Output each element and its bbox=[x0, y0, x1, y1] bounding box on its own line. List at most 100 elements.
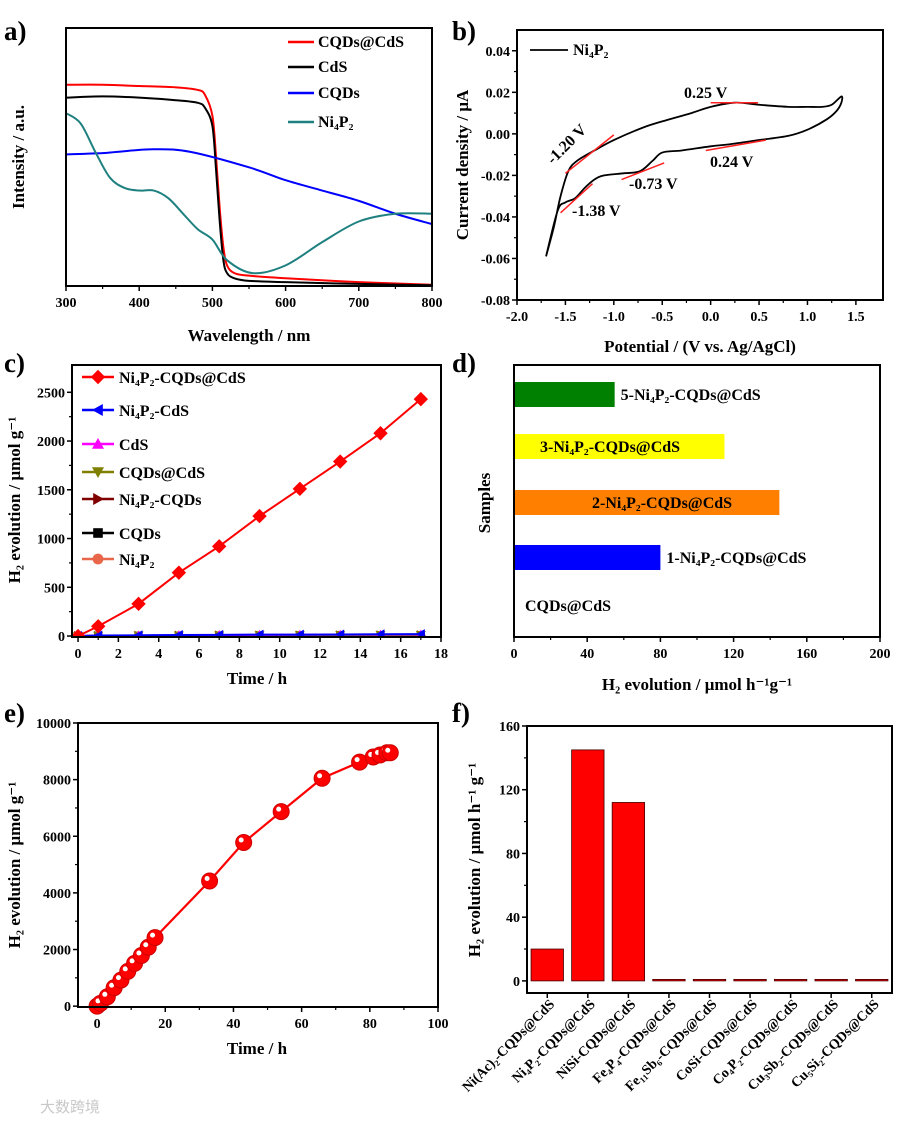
x-tick-label: 100 bbox=[428, 1017, 449, 1032]
x-tick-label: -1.0 bbox=[603, 310, 625, 325]
data-point-highlight bbox=[115, 975, 121, 981]
series-line-3 bbox=[66, 112, 432, 275]
y-tick-label: -0.08 bbox=[481, 294, 510, 309]
data-point-highlight bbox=[150, 932, 156, 938]
bar-label: 1-Ni₄P₂-CQDs@CdS bbox=[666, 550, 806, 567]
x-tick-label: 80 bbox=[653, 647, 667, 662]
data-point-diamond bbox=[413, 391, 429, 407]
x-tick-label: 6 bbox=[196, 647, 203, 662]
x-tick-label: 0.5 bbox=[750, 310, 768, 325]
panel-label-b: b) bbox=[452, 16, 476, 46]
data-point-triangle-left bbox=[93, 630, 103, 637]
y-tick-label: 1000 bbox=[37, 533, 65, 548]
data-point-highlight bbox=[136, 950, 142, 956]
x-tick-label: 60 bbox=[295, 1017, 309, 1032]
y-tick-label: 0.02 bbox=[486, 86, 511, 101]
y-tick-label: 0 bbox=[58, 630, 65, 645]
data-point-triangle-left bbox=[133, 630, 143, 637]
data-point-circle bbox=[92, 553, 104, 565]
y-tick-label: 8000 bbox=[43, 774, 71, 789]
x-tick-label: 800 bbox=[422, 296, 443, 311]
watermark: 大数跨境 bbox=[40, 1098, 100, 1116]
data-point-diamond bbox=[72, 628, 86, 637]
data-point-square bbox=[93, 528, 103, 538]
x-tick-label: 700 bbox=[348, 296, 369, 311]
panel-label-d: d) bbox=[452, 348, 476, 378]
y-tick-label: 0 bbox=[513, 975, 520, 990]
data-point-diamond bbox=[90, 369, 106, 385]
plot-frame bbox=[526, 725, 893, 994]
bar bbox=[530, 948, 564, 982]
data-point-triangle-right bbox=[93, 493, 104, 505]
bar bbox=[814, 978, 848, 982]
cv-curve bbox=[545, 95, 844, 257]
x-tick-label: 40 bbox=[580, 647, 594, 662]
data-point-diamond bbox=[131, 596, 146, 612]
x-tick-label: -1.5 bbox=[554, 310, 576, 325]
data-point-diamond bbox=[252, 508, 267, 524]
plot-area bbox=[72, 391, 429, 637]
data-point-triangle-up bbox=[92, 438, 104, 449]
y-tick-label: 500 bbox=[44, 581, 65, 596]
x-tick-label: 4 bbox=[155, 647, 162, 662]
data-point-diamond bbox=[211, 539, 227, 554]
bar bbox=[733, 978, 767, 982]
legend-label: CdS bbox=[318, 59, 347, 76]
legend-label: Ni₄P₂-CdS bbox=[119, 403, 189, 420]
x-tick-label: 200 bbox=[870, 647, 891, 662]
data-point-highlight bbox=[317, 773, 323, 779]
x-tick-label: 8 bbox=[236, 647, 243, 662]
x-tick-label: 0.0 bbox=[702, 310, 720, 325]
data-point-triangle-left bbox=[415, 629, 425, 637]
data-point-triangle-down bbox=[92, 467, 104, 478]
panel-label-a: a) bbox=[4, 16, 27, 46]
data-point-highlight bbox=[102, 991, 108, 997]
bar bbox=[652, 978, 686, 982]
tangent-line bbox=[564, 134, 615, 174]
y-tick-label: -0.02 bbox=[481, 169, 510, 184]
y-tick-label: 160 bbox=[499, 720, 520, 735]
data-point-highlight bbox=[276, 806, 282, 812]
legend-label: Ni₄P₂ bbox=[119, 552, 155, 569]
x-tick-label: 0 bbox=[75, 647, 82, 662]
y-tick-label: 2000 bbox=[43, 944, 71, 959]
y-tick-label: 2000 bbox=[37, 435, 65, 450]
data-point-circle bbox=[146, 929, 164, 947]
x-tick-label: 1.5 bbox=[847, 310, 865, 325]
x-tick-label: 600 bbox=[275, 296, 296, 311]
legend-label: Ni₄P₂ bbox=[318, 114, 354, 131]
plot-area bbox=[530, 749, 889, 982]
plot-area bbox=[545, 95, 844, 257]
panel-b: -2.0 -1.5 -1.0 -0.5 0.0 0.5 1.0 1.5 -0.08 -0.06 -0… bbox=[453, 29, 884, 356]
x-tick-label: -0.5 bbox=[651, 310, 673, 325]
x-tick-label: 120 bbox=[723, 647, 744, 662]
peak-annotation: -0.73 V bbox=[629, 176, 678, 193]
legend-label: Ni₄P₂ bbox=[573, 42, 609, 59]
data-point-circle bbox=[235, 833, 253, 851]
plot-frame bbox=[513, 364, 881, 638]
bar-label: 3-Ni₄P₂-CQDs@CdS bbox=[540, 439, 680, 456]
bar bbox=[514, 490, 780, 515]
legend-label: Ni₄P₂-CQDs@CdS bbox=[119, 370, 246, 387]
data-point-highlight bbox=[238, 837, 244, 843]
x-axis-title: H₂ evolution / μmol h⁻¹g⁻¹ bbox=[602, 675, 792, 694]
y-tick-label: 1500 bbox=[37, 484, 65, 499]
data-point-highlight bbox=[204, 875, 210, 881]
data-point-highlight bbox=[143, 942, 149, 948]
plot-frame bbox=[77, 722, 439, 1008]
tangent-line bbox=[705, 139, 766, 152]
x-axis-title: Wavelength / nm bbox=[188, 326, 311, 345]
bar bbox=[855, 978, 889, 982]
data-point-triangle-left bbox=[92, 404, 103, 416]
y-tick-label: 40 bbox=[506, 911, 520, 926]
data-point-triangle-left bbox=[173, 630, 183, 637]
x-axis-title: Potential / (V vs. Ag/AgCl) bbox=[604, 337, 796, 356]
panel-a: 300 400 500 600 700 800 Wavelength / nm Intensi… bbox=[9, 27, 443, 345]
legend-label: CQDs@CdS bbox=[318, 34, 404, 51]
plot-area bbox=[514, 382, 780, 570]
data-point-diamond bbox=[171, 565, 187, 580]
legend-label: CQDs@CdS bbox=[119, 465, 205, 482]
tangent-line bbox=[560, 183, 594, 214]
plot-frame bbox=[71, 364, 442, 638]
